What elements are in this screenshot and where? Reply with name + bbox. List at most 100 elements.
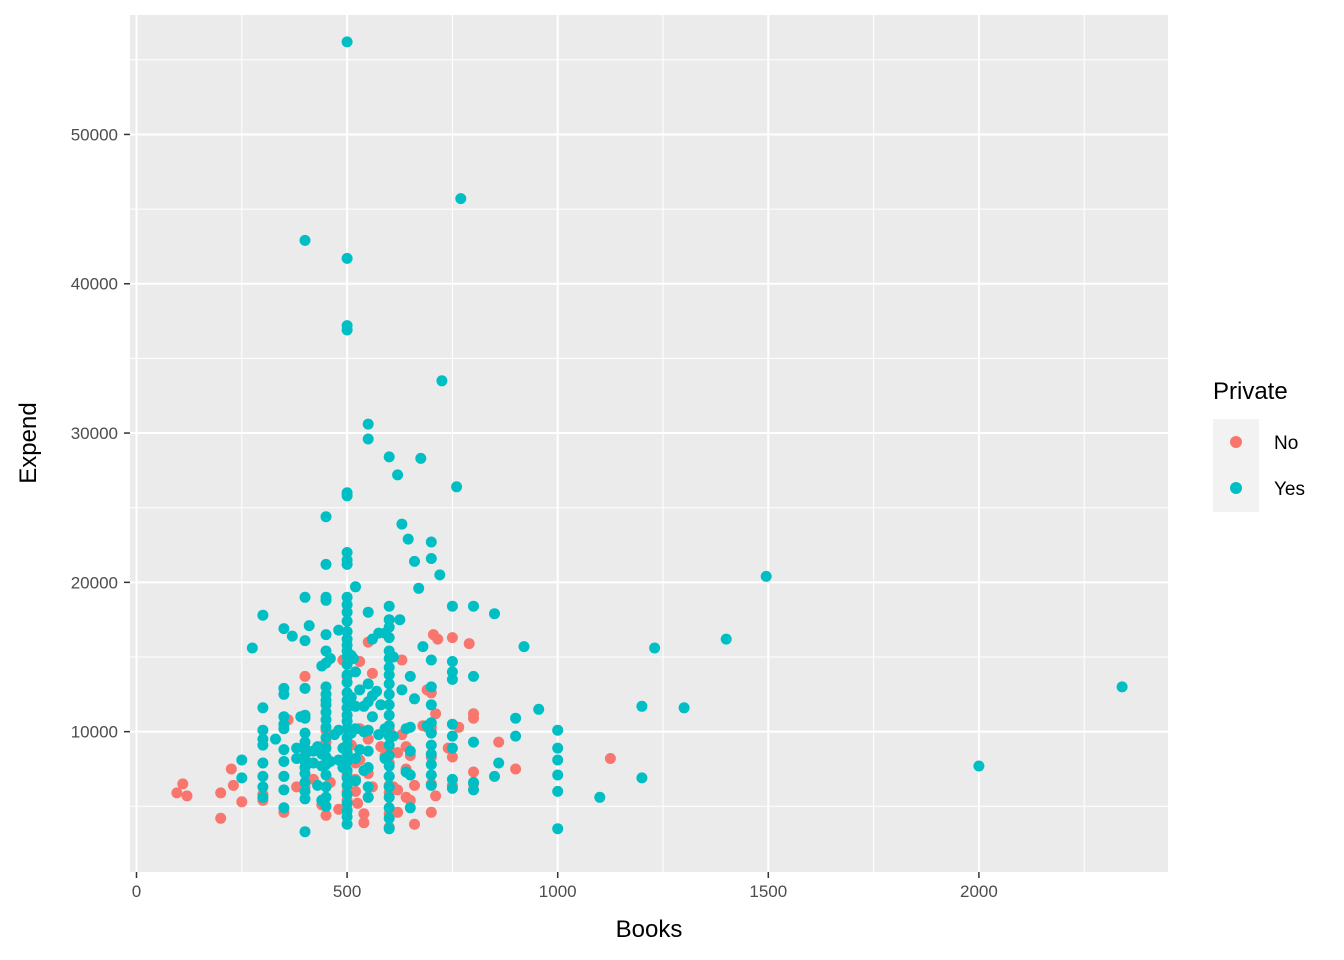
data-point (413, 582, 425, 594)
data-point (383, 709, 395, 721)
data-point (362, 433, 374, 445)
data-point (678, 702, 690, 714)
data-point (362, 791, 374, 803)
legend: Private No Yes (1213, 378, 1305, 512)
data-point (341, 615, 353, 627)
data-point (552, 785, 564, 797)
data-point (341, 779, 353, 791)
data-point (425, 748, 437, 760)
data-point (636, 772, 648, 784)
data-points (171, 36, 1128, 838)
data-point (446, 742, 458, 754)
data-point (320, 809, 332, 821)
data-point (383, 621, 395, 633)
data-point (383, 760, 395, 772)
data-point (341, 252, 353, 264)
data-point (181, 790, 193, 802)
data-point (347, 653, 359, 664)
data-point (463, 638, 475, 650)
data-point (236, 754, 248, 766)
plot-panel (130, 15, 1168, 872)
data-point (225, 763, 237, 775)
data-point (227, 779, 239, 791)
data-point (720, 633, 732, 645)
data-point (533, 703, 545, 715)
legend-label-yes: Yes (1274, 479, 1305, 500)
data-point (320, 742, 332, 754)
data-point (396, 518, 408, 530)
data-point (451, 481, 463, 493)
data-point (409, 555, 420, 567)
data-point (493, 757, 505, 769)
data-point (649, 642, 661, 654)
data-point (362, 678, 374, 690)
data-point (350, 666, 361, 678)
x-tick-label: 1500 (749, 882, 787, 901)
data-point (333, 624, 345, 636)
data-point (552, 724, 564, 736)
y-tick-label: 20000 (71, 573, 118, 592)
data-point (383, 451, 395, 463)
data-point (383, 770, 395, 782)
data-point (415, 452, 427, 464)
data-point (177, 778, 189, 790)
y-tick-label: 40000 (71, 275, 118, 294)
data-point (257, 781, 269, 793)
data-point (278, 723, 290, 735)
data-point (215, 812, 227, 824)
data-point (246, 642, 258, 654)
data-point (278, 784, 290, 796)
data-point (383, 720, 395, 732)
data-point (489, 770, 500, 782)
data-point (552, 742, 564, 754)
data-point (436, 375, 448, 387)
data-point (320, 732, 332, 744)
data-point (425, 759, 437, 770)
data-point (468, 736, 479, 748)
data-point (257, 702, 269, 714)
data-point (291, 753, 303, 764)
data-point (404, 745, 416, 757)
data-point (392, 747, 404, 759)
data-point (425, 779, 437, 791)
data-point (392, 784, 404, 796)
data-point (299, 727, 311, 739)
y-tick-label: 10000 (71, 723, 118, 742)
data-point (510, 763, 522, 775)
data-point (409, 818, 420, 830)
data-point (299, 793, 311, 805)
data-point (425, 717, 437, 729)
data-point (383, 699, 395, 711)
data-point (278, 770, 290, 782)
data-point (341, 606, 353, 618)
data-point (257, 739, 269, 751)
data-point (446, 632, 458, 644)
data-point (354, 744, 366, 756)
data-point (350, 700, 361, 712)
minor-gridlines (130, 15, 1168, 872)
data-point (320, 791, 332, 803)
data-point (278, 802, 290, 814)
y-tick-label: 50000 (71, 125, 118, 144)
data-point (270, 733, 281, 745)
data-point (215, 787, 227, 799)
data-point (341, 818, 353, 830)
data-point (392, 469, 404, 481)
legend-key-background (1213, 419, 1259, 512)
data-point (350, 753, 361, 764)
data-point (278, 688, 290, 700)
data-point (417, 641, 429, 653)
data-point (510, 730, 522, 742)
data-point (312, 779, 324, 791)
data-point (552, 823, 564, 835)
data-point (320, 721, 332, 733)
data-point (299, 776, 311, 788)
data-point (299, 635, 311, 647)
data-point (257, 757, 269, 769)
data-point (446, 600, 458, 612)
data-point (383, 678, 395, 690)
data-point (387, 651, 399, 663)
data-point (362, 418, 374, 430)
data-point (396, 654, 408, 666)
data-point (604, 753, 616, 764)
